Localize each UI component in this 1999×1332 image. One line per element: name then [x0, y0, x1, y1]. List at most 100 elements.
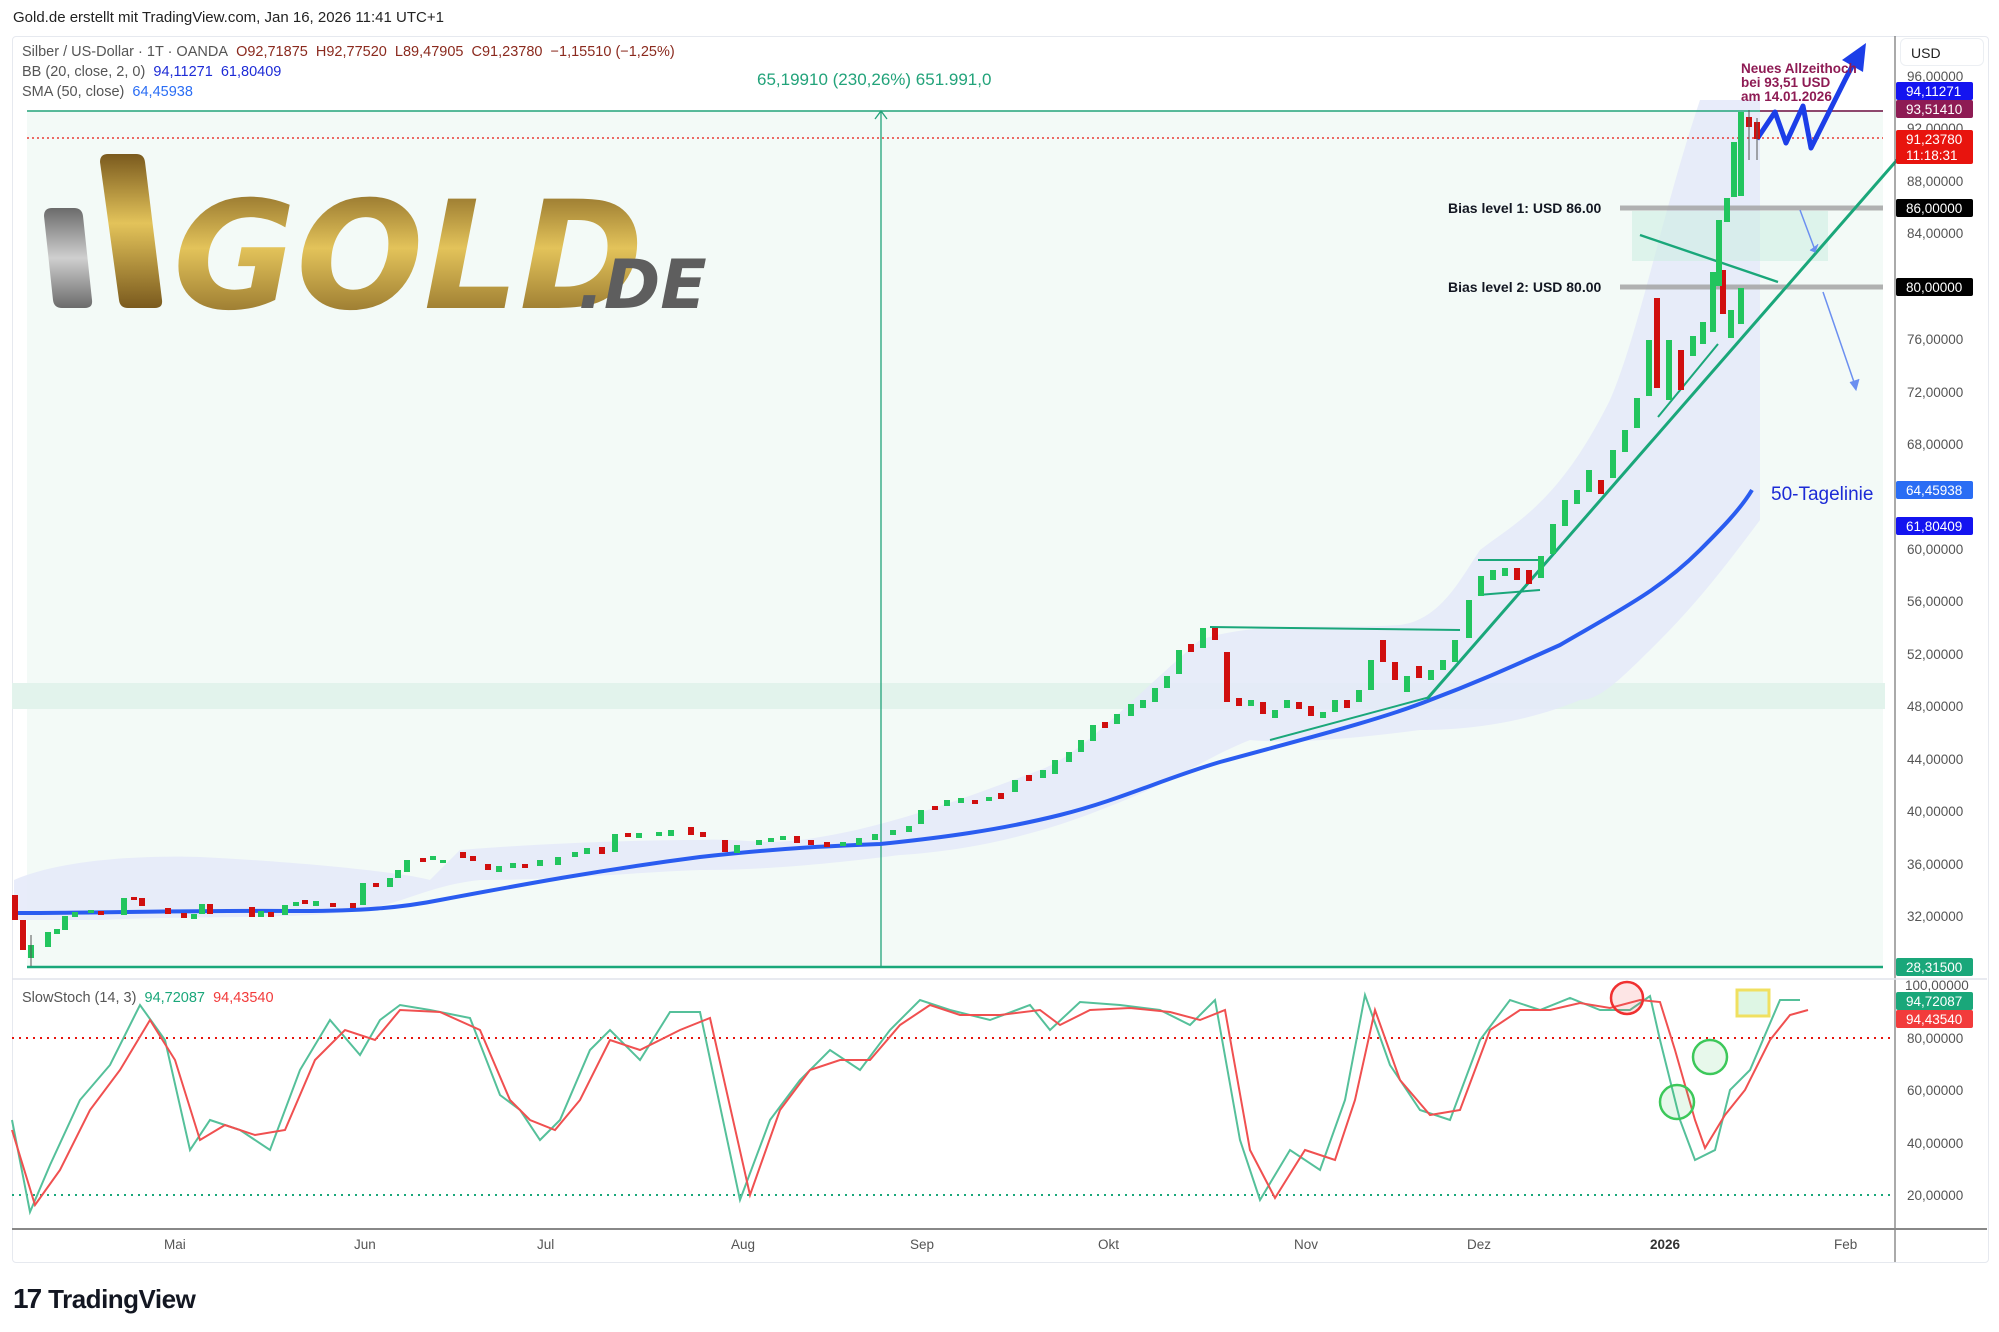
- price-tick: 60,00000: [1907, 542, 1963, 557]
- current-stoch-box: [1735, 988, 1771, 1018]
- triangle-upper-line: [1209, 626, 1461, 631]
- bb-lower-tag: [1896, 517, 1973, 535]
- time-axis[interactable]: Mai Jun Jul Aug Sep Okt Nov Dez 2026 Feb: [164, 1237, 1857, 1252]
- countdown-text: 11:18:31: [1906, 148, 1958, 163]
- stoch-axis[interactable]: 100,00000 80,00000 60,00000 40,00000 20,…: [1896, 978, 1973, 1203]
- last-price-tag: [1896, 130, 1973, 164]
- price-tick: 72,00000: [1907, 385, 1963, 400]
- arrow-head-icon: [1842, 43, 1866, 72]
- bias1-tag-text: 86,00000: [1906, 201, 1962, 216]
- price-tick: 84,00000: [1907, 226, 1963, 241]
- stoch-d-line: [11, 998, 1809, 1208]
- bb-lower-value: 61,80409: [220, 64, 282, 80]
- ohlc-high: H92,77520: [315, 44, 387, 60]
- measure-label: 65,19910 (230,26%) 651.991,0: [757, 70, 992, 89]
- sma-label: SMA (50, close): [22, 84, 125, 100]
- currency-button[interactable]: USD: [1900, 38, 1984, 66]
- time-tick: Jun: [354, 1237, 376, 1252]
- ath-line-3: am 14.01.2026: [1741, 89, 1832, 104]
- arrow-head-icon: [1809, 243, 1819, 253]
- ohlc-low: L89,47905: [394, 44, 464, 60]
- triangle-lower-line: [1269, 696, 1431, 741]
- low-tag: [1896, 958, 1973, 976]
- stoch-legend[interactable]: SlowStoch (14, 3) 94,72087 94,43540: [22, 990, 274, 1006]
- arrow-head-icon: [1849, 378, 1860, 392]
- stoch-tick: 20,00000: [1907, 1188, 1963, 1203]
- bias2-tag-text: 80,00000: [1906, 280, 1962, 295]
- main-trendline: [1425, 159, 1899, 700]
- chart-credit: Gold.de erstellt mit TradingView.com, Ja…: [13, 9, 444, 26]
- legend-symbol-row[interactable]: Silber / US-Dollar · 1T · OANDA O92,7187…: [22, 42, 675, 62]
- time-tick: Sep: [910, 1237, 934, 1252]
- silver-bar-icon: [44, 208, 93, 308]
- bias-level-2-label: Bias level 2: USD 80.00: [1448, 279, 1602, 295]
- stoch-d-tag-text: 94,43540: [1906, 1012, 1962, 1027]
- tradingview-logo[interactable]: 17 TradingView: [13, 1283, 196, 1315]
- sma50-line: [13, 488, 1754, 915]
- legend-sma-row[interactable]: SMA (50, close) 64,45938: [22, 82, 675, 102]
- bias-level-1-label: Bias level 1: USD 86.00: [1448, 200, 1602, 216]
- sma-tag-text: 64,45938: [1906, 483, 1962, 498]
- price-axis[interactable]: 96,00000 92,00000 88,00000 84,00000 76,0…: [1896, 69, 1973, 976]
- stoch-k-tag: [1896, 992, 1973, 1010]
- time-tick: Mai: [164, 1237, 186, 1252]
- oversold-circle-1: [1658, 1083, 1696, 1121]
- stoch-k-value: 94,72087: [144, 990, 205, 1006]
- logo-gold-text: GOLD: [173, 170, 644, 320]
- bb-upper-value: 94,11271: [153, 64, 213, 80]
- stoch-k-line: [11, 991, 1800, 1216]
- price-tick: 44,00000: [1907, 752, 1963, 767]
- last-price-text: 91,23780: [1906, 132, 1962, 147]
- gold-de-logo: GOLD .DE: [44, 154, 707, 320]
- overbought-circle: [1609, 980, 1645, 1016]
- time-tick: Dez: [1467, 1237, 1491, 1252]
- price-tick: 52,00000: [1907, 647, 1963, 662]
- bias2-tag: [1896, 278, 1973, 296]
- ath-annotation: Neues Allzeithoch bei 93,51 USD am 14.01…: [1741, 62, 1857, 104]
- logo-de-text: .DE: [578, 246, 707, 320]
- stoch-label: SlowStoch (14, 3): [22, 990, 137, 1006]
- ohlc-change: −1,15510 (−1,25%): [550, 44, 675, 60]
- tradingview-mark-icon: 17: [13, 1283, 42, 1314]
- stoch-tick: 60,00000: [1907, 1083, 1963, 1098]
- stoch-tick: 40,00000: [1907, 1136, 1963, 1151]
- stoch-d-tag: [1896, 1010, 1973, 1028]
- time-tick-year: 2026: [1650, 1237, 1681, 1252]
- stoch-tick: 80,00000: [1907, 1031, 1963, 1046]
- stoch-d-value: 94,43540: [213, 990, 274, 1006]
- bb-label: BB (20, close, 2, 0): [22, 64, 146, 80]
- time-tick: Aug: [731, 1237, 755, 1252]
- bias1-tag: [1896, 199, 1973, 217]
- price-tick: 88,00000: [1907, 174, 1963, 189]
- ath-tag: [1896, 100, 1973, 118]
- ohlc-open: O92,71875: [236, 44, 308, 60]
- ath-line-2: bei 93,51 USD: [1741, 75, 1831, 90]
- projection-arrow-2: [1822, 291, 1856, 386]
- price-tick: 96,00000: [1907, 69, 1963, 84]
- legend-bb-row[interactable]: BB (20, close, 2, 0) 94,11271 61,80409: [22, 62, 675, 82]
- projection-arrow-1: [1799, 209, 1816, 251]
- gold-bar-icon: [100, 154, 163, 308]
- sma-value: 64,45938: [132, 84, 193, 100]
- ath-line-1: Neues Allzeithoch: [1741, 61, 1857, 76]
- pennant-upper-line: [1639, 233, 1779, 284]
- stoch-tick: 100,00000: [1905, 978, 1969, 993]
- ath-tag-text: 93,51410: [1906, 102, 1962, 117]
- pennant-lower-line: [1657, 343, 1719, 418]
- time-tick: Okt: [1098, 1237, 1119, 1252]
- price-tick: 56,00000: [1907, 594, 1963, 609]
- price-tick: 32,00000: [1907, 909, 1963, 924]
- price-tick: 40,00000: [1907, 804, 1963, 819]
- sma50-annotation: 50-Tagelinie: [1771, 484, 1874, 505]
- candles: [12, 110, 1760, 966]
- price-tick: 68,00000: [1907, 437, 1963, 452]
- tradingview-wordmark: TradingView: [48, 1283, 196, 1314]
- price-tick: 48,00000: [1907, 699, 1963, 714]
- bb-lower-tag-text: 61,80409: [1906, 519, 1962, 534]
- bb-upper-tag-text: 94,11271: [1906, 84, 1961, 99]
- price-tick: 36,00000: [1907, 857, 1963, 872]
- sma-tag: [1896, 481, 1973, 499]
- ohlc-close: C91,23780: [471, 44, 543, 60]
- stoch-k-tag-text: 94,72087: [1906, 994, 1962, 1009]
